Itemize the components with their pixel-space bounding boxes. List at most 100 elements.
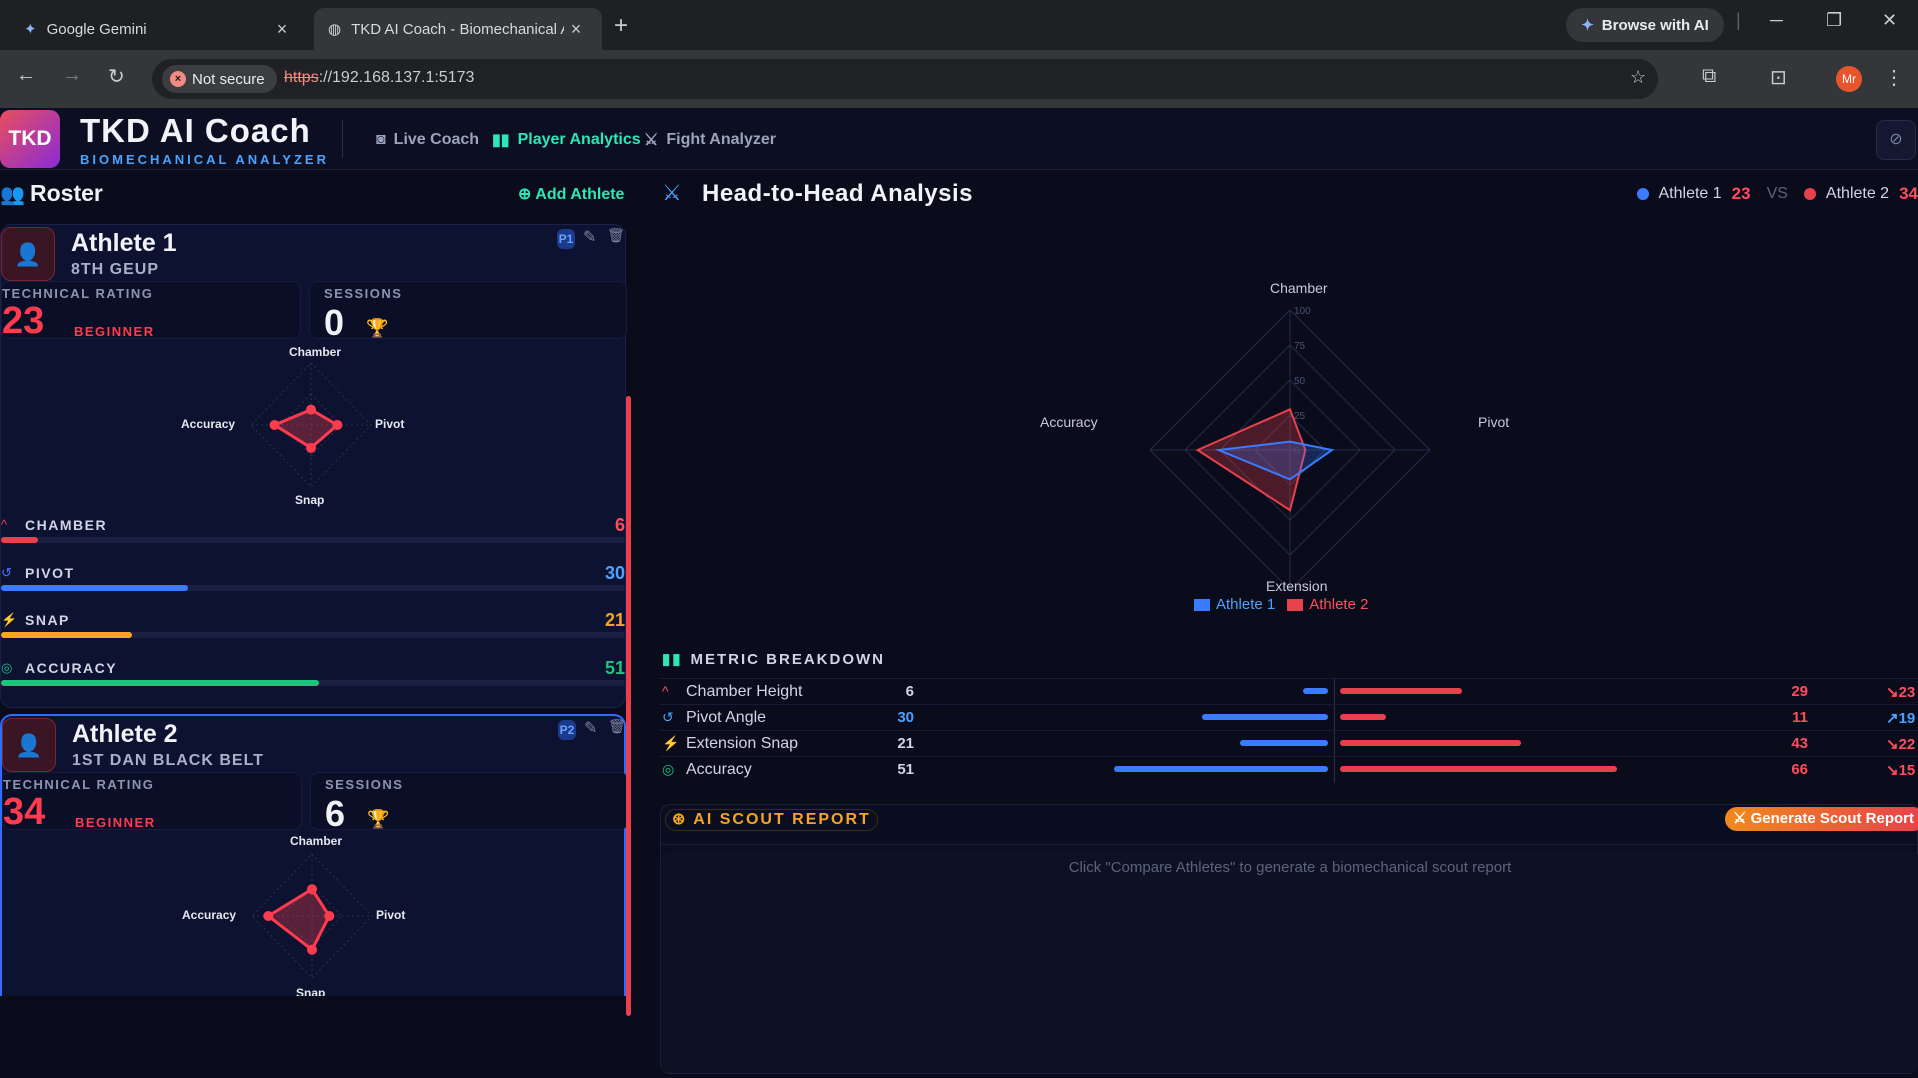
sessions-label: SESSIONS <box>324 286 403 301</box>
tab-fight-analyzer[interactable]: ⚔ Fight Analyzer <box>644 126 776 154</box>
tab-label: Fight Analyzer <box>666 131 776 148</box>
app-header: TKD TKD AI Coach BIOMECHANICAL ANALYZER … <box>0 108 1918 170</box>
tab-search-icon[interactable]: ⊡ <box>1770 67 1787 89</box>
delta-value: ↘22 <box>1886 736 1916 753</box>
url-scheme: https <box>284 69 319 86</box>
tab-live-coach[interactable]: ◙ Live Coach <box>376 126 479 154</box>
tab-title: TKD AI Coach - Biomechanical Analyzer <box>351 20 564 38</box>
user-icon: 👤 <box>2 718 56 772</box>
athlete2-dot <box>1803 188 1816 200</box>
radar-label-right: Pivot <box>376 908 406 922</box>
address-bar-row: ← → ↻ × Not secure https://192.168.137.1… <box>0 50 1918 108</box>
breakdown-row: ⚡ Extension Snap 21 43 ↘22 <box>660 730 1918 757</box>
mic-off-icon[interactable]: ⊘ <box>1876 120 1916 160</box>
close-tab-icon[interactable]: × <box>276 18 288 39</box>
rating-label: TECHNICAL RATING <box>2 286 154 301</box>
mini-radar-svg <box>251 853 373 979</box>
separator: | <box>1736 10 1741 30</box>
rating-level: BEGINNER <box>75 815 156 830</box>
metric-fill <box>1 632 133 638</box>
back-icon[interactable]: ← <box>16 64 36 86</box>
athlete-rank: 8TH GEUP <box>71 261 160 278</box>
athlete1-value: 51 <box>897 761 914 778</box>
radar-point <box>307 884 317 895</box>
athlete1-bar <box>1239 740 1328 746</box>
metric-track <box>1 537 625 543</box>
new-tab-button[interactable]: + <box>614 12 629 39</box>
athlete1-value: 30 <box>897 709 914 726</box>
not-secure-chip[interactable]: × Not secure <box>162 65 277 93</box>
radar-grid <box>1149 309 1431 591</box>
metric-track <box>1 585 625 591</box>
trash-icon[interactable]: 🗑 <box>608 718 626 734</box>
mini-radar-svg <box>250 362 372 488</box>
athlete-radar-shape <box>271 407 340 450</box>
athlete2-value: 43 <box>1791 735 1808 752</box>
sessions-box: SESSIONS 6 🏆 <box>310 772 628 834</box>
athlete-card-list[interactable]: 👤 Athlete 1 8TH GEUP P1 ✎ 🗑 TECHNICAL RA… <box>0 224 634 996</box>
radar-axis-chamber: Chamber <box>1270 280 1328 296</box>
browse-with-ai-button[interactable]: ✦ Browse with AI <box>1566 8 1724 42</box>
chevron-up-icon: ^ <box>1 517 8 532</box>
minimize-icon[interactable]: ─ <box>1770 10 1783 30</box>
extensions-icon[interactable]: ⧉ <box>1702 65 1717 87</box>
roster-scrollbar[interactable] <box>626 396 631 1016</box>
rating-level: BEGINNER <box>74 324 155 339</box>
radar-tick-label: 25 <box>1294 411 1306 422</box>
tab-tkd-ai-coach[interactable]: ◍ TKD AI Coach - Biomechanical Analyzer … <box>314 8 602 50</box>
header-divider <box>342 120 343 158</box>
metric-value: 51 <box>604 658 625 678</box>
vs-label: VS <box>1766 185 1788 202</box>
target-icon: ◎ <box>662 761 675 777</box>
athlete-card[interactable]: 👤 Athlete 2 1ST DAN BLACK BELT P2 ✎ 🗑 TE… <box>0 714 628 996</box>
tab-title: Google Gemini <box>46 20 147 38</box>
legend-athlete1: Athlete 1 <box>1194 596 1275 613</box>
menu-kebab-icon[interactable]: ⋮ <box>1884 67 1904 89</box>
bookmark-star-icon[interactable]: ☆ <box>1630 67 1647 87</box>
app-subtitle: BIOMECHANICAL ANALYZER <box>80 152 329 167</box>
metric-breakdown-header: ▮▮ METRIC BREAKDOWN <box>662 650 885 668</box>
athlete1-value: 6 <box>905 683 914 700</box>
swords-icon: ⚔ <box>644 132 659 149</box>
swords-icon: ⚔ <box>662 180 682 205</box>
metric-accuracy: ◎ ACCURACY 51 <box>1 658 625 690</box>
tab-player-analytics[interactable]: ▮▮ Player Analytics <box>492 126 641 154</box>
athlete1-score: 23 <box>1731 184 1751 203</box>
vs-scoreline: Athlete 1 23 VS Athlete 2 34 <box>1636 184 1918 204</box>
restore-icon[interactable]: ❐ <box>1826 10 1843 30</box>
roster-title: Roster <box>30 180 103 206</box>
breakdown-row: ↺ Pivot Angle 30 11 ↗19 <box>660 704 1918 731</box>
h2h-radar-chart: 0 25 50 75 100 Chamber Pivot Extension Accur… <box>1040 280 1540 660</box>
close-tab-icon[interactable]: × <box>570 18 582 39</box>
rotate-icon: ↺ <box>662 709 674 725</box>
rating-value: 23 <box>2 300 45 342</box>
generate-scout-report-button[interactable]: ⚔ Generate Scout Report <box>1725 807 1918 831</box>
forward-icon[interactable]: → <box>62 64 82 86</box>
radar-tick-label: 50 <box>1294 376 1306 387</box>
h2h-title: Head-to-Head Analysis <box>702 180 974 207</box>
app-title: TKD AI Coach <box>80 112 311 149</box>
user-icon: 👤 <box>1 227 55 281</box>
athlete-card[interactable]: 👤 Athlete 1 8TH GEUP P1 ✎ 🗑 TECHNICAL RA… <box>0 224 627 708</box>
metric-name: PIVOT <box>25 565 75 581</box>
add-athlete-button[interactable]: ⊕ Add Athlete <box>518 184 624 204</box>
athlete2-bar <box>1340 766 1618 772</box>
player-badge[interactable]: P1 <box>557 229 575 249</box>
player-badge[interactable]: P2 <box>558 720 576 740</box>
edit-pencil-icon[interactable]: ✎ <box>583 229 597 246</box>
close-window-icon[interactable]: ✕ <box>1882 10 1898 30</box>
athlete-name: Athlete 1 <box>71 229 177 257</box>
scout-report-header: ⊛ AI SCOUT REPORT ⚔ Generate Scout Repor… <box>661 805 1918 845</box>
edit-pencil-icon[interactable]: ✎ <box>584 720 598 737</box>
bolt-icon: ⚡ <box>1 612 18 627</box>
metric-name: Accuracy <box>686 761 752 778</box>
trash-icon[interactable]: 🗑 <box>607 227 625 243</box>
swords-icon: ⚔ <box>1733 810 1751 827</box>
url-text[interactable]: https://192.168.137.1:5173 <box>284 69 474 87</box>
profile-avatar[interactable]: Mr <box>1836 66 1862 92</box>
radar-point <box>306 404 316 415</box>
mini-radar: Chamber Pivot Snap Accuracy <box>162 834 462 996</box>
omnibox[interactable]: × Not secure https://192.168.137.1:5173 … <box>152 59 1658 99</box>
reload-icon[interactable]: ↻ <box>108 66 125 88</box>
tab-google-gemini[interactable]: ✦ Google Gemini × <box>10 8 308 50</box>
